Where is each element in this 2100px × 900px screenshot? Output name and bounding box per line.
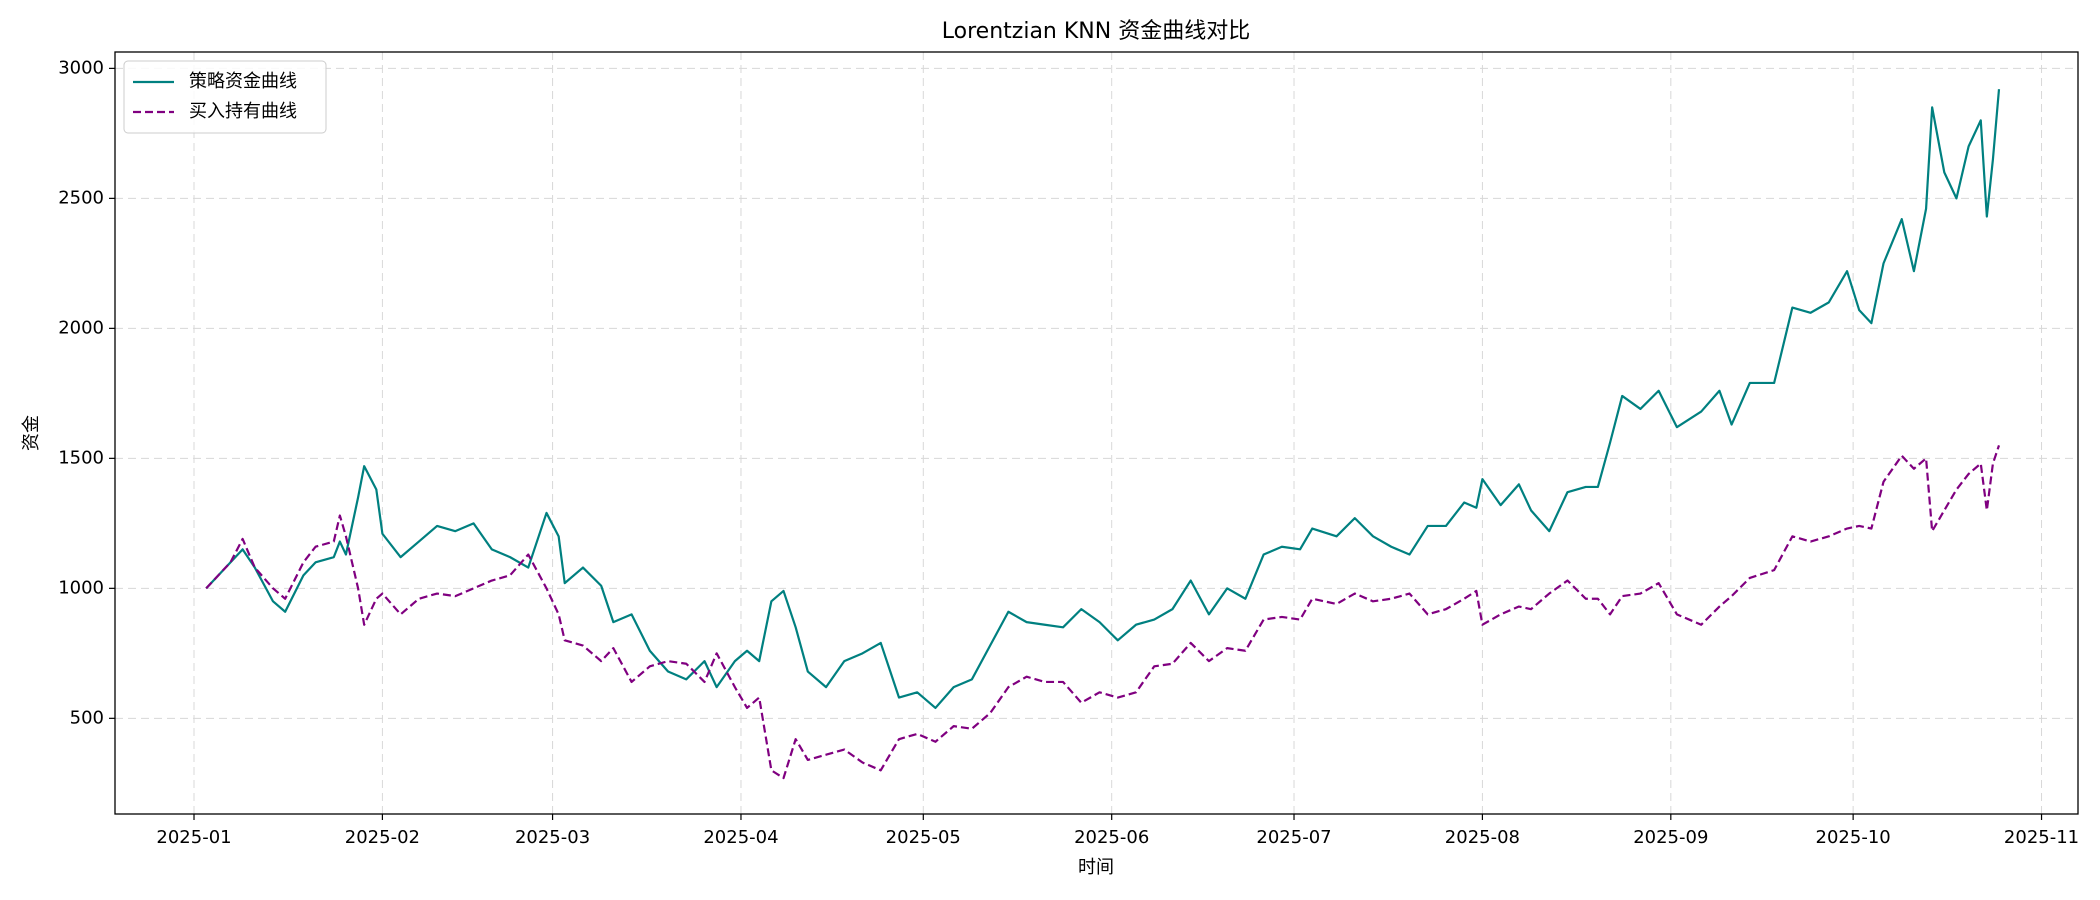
x-tick-label: 2025-02 (345, 827, 420, 848)
y-tick-label: 2000 (58, 317, 104, 338)
x-tick-label: 2025-07 (1256, 827, 1331, 848)
x-tick-label: 2025-03 (515, 827, 590, 848)
y-tick-label: 1500 (58, 447, 104, 468)
y-axis-label: 资金 (21, 415, 42, 451)
y-tick-label: 1000 (58, 577, 104, 598)
series-line (205, 89, 2001, 710)
plot-frame (114, 51, 2079, 815)
y-tick-label: 3000 (58, 57, 104, 78)
legend-label: 买入持有曲线 (189, 101, 297, 122)
x-tick-label: 2025-06 (1074, 827, 1149, 848)
y-tick-label: 2500 (58, 187, 104, 208)
y-tick-label: 500 (70, 707, 104, 728)
x-tick-label: 2025-09 (1633, 827, 1708, 848)
x-tick-label: 2025-08 (1445, 827, 1520, 848)
series-line (205, 445, 2001, 780)
chart-title: Lorentzian KNN 资金曲线对比 (942, 19, 1250, 44)
legend-label: 策略资金曲线 (189, 71, 297, 92)
x-tick-label: 2025-05 (886, 827, 961, 848)
x-tick-label: 2025-11 (2004, 827, 2079, 848)
x-tick-label: 2025-10 (1816, 827, 1891, 848)
legend-box (123, 60, 327, 134)
x-tick-label: 2025-01 (156, 827, 231, 848)
x-tick-label: 2025-04 (703, 827, 778, 848)
x-axis-label: 时间 (1078, 857, 1114, 878)
